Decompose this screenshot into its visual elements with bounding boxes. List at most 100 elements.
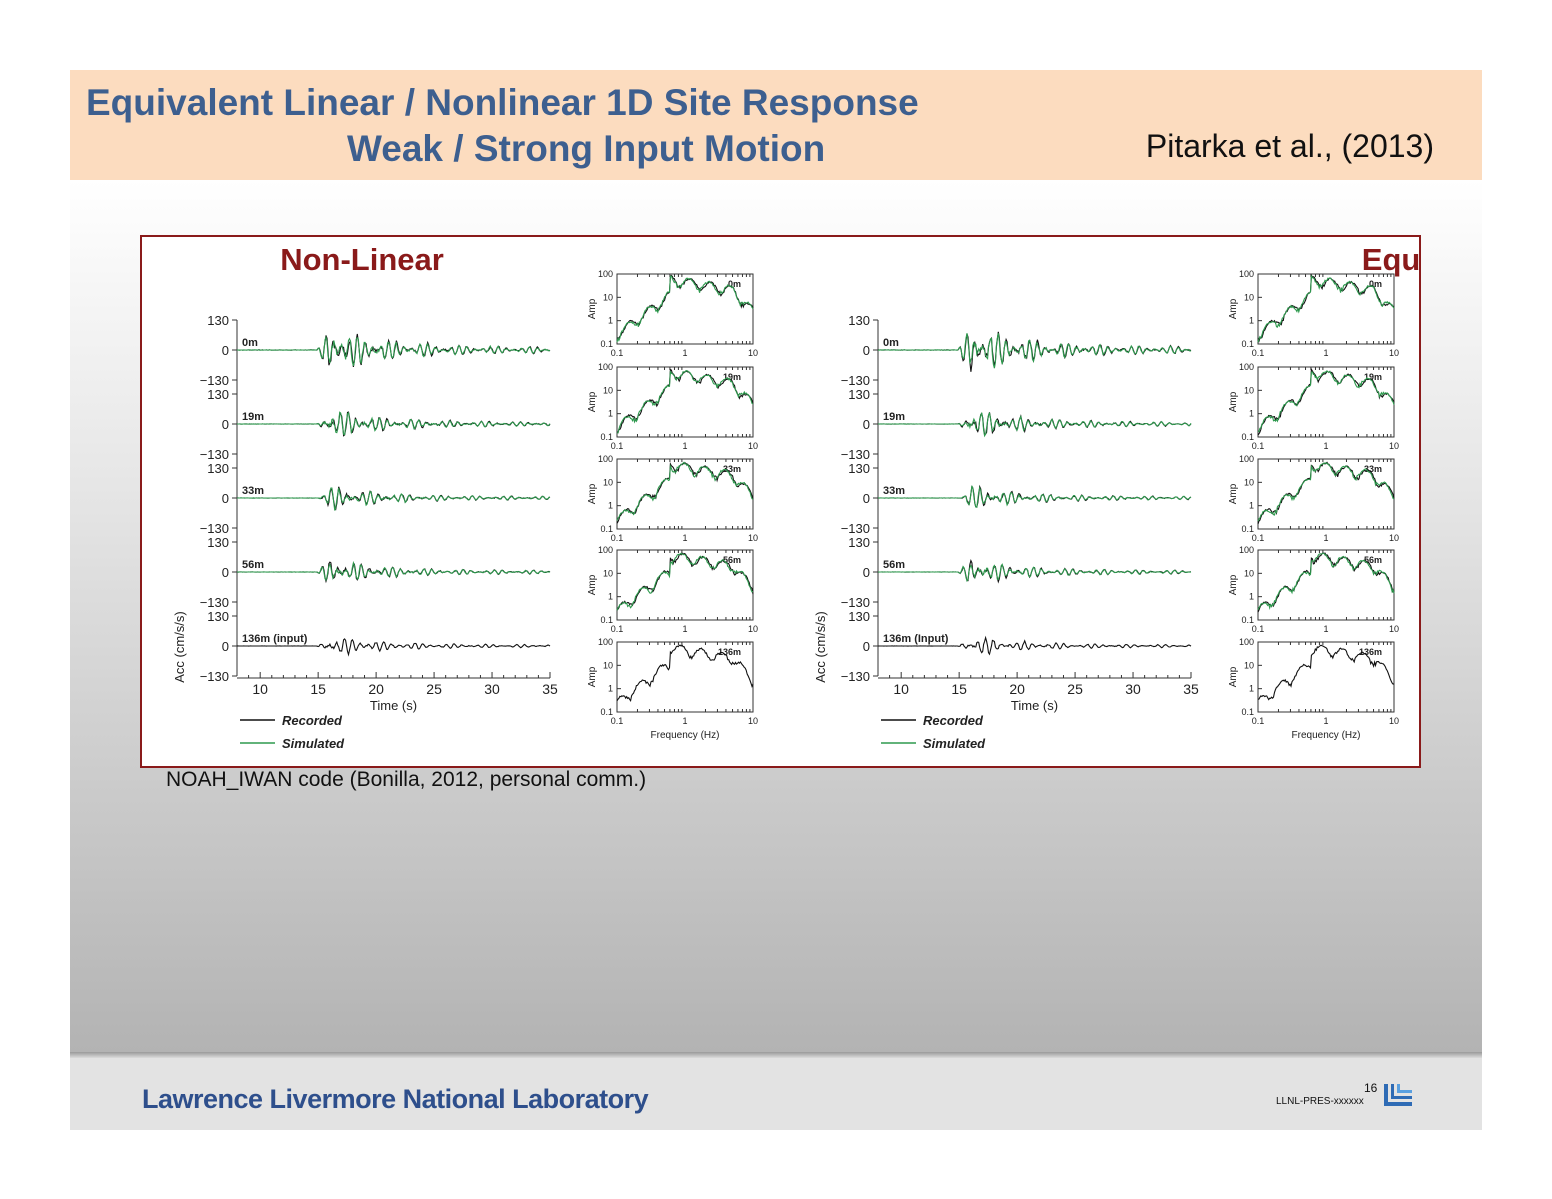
y-tick-label: −130 (841, 595, 870, 610)
spec-y-tick-label: 100 (598, 637, 613, 647)
y-tick-label: 130 (207, 387, 229, 402)
spec-x-tick-label: 0.1 (1252, 533, 1265, 543)
simulated-spectrum (616, 552, 754, 611)
y-tick-label: −130 (841, 447, 870, 462)
y-tick-label: 0 (222, 565, 229, 580)
spec-y-tick-label: 10 (1244, 292, 1254, 302)
figure-panel: Non-Linear 130 0 −130 0m 130 0 −130 19m 130 0 −130 3… (140, 235, 1421, 768)
x-tick-label: 35 (1183, 681, 1199, 697)
figure-panel-2: Equivalent Linear1300−1300m1300−13019m13… (813, 242, 1419, 751)
footer-divider (70, 1052, 1482, 1058)
y-tick-label: 130 (848, 387, 870, 402)
trace-label: 136m (Input) (883, 633, 949, 645)
figure-panel-1: Non-Linear1300−1300m1300−13019m1300−1303… (172, 242, 758, 751)
y-tick-label: −130 (200, 595, 229, 610)
y-tick-label: 130 (207, 461, 229, 476)
spec-y-axis-label: Amp (1228, 391, 1239, 412)
spec-y-axis-label: Amp (1228, 483, 1239, 504)
spec-x-tick-label: 0.1 (1252, 624, 1265, 634)
figure-caption: NOAH_IWAN code (Bonilla, 2012, personal … (166, 768, 647, 791)
spec-x-tick-label: 1 (1323, 624, 1328, 634)
trace-label: 19m (242, 411, 264, 423)
spec-y-axis-label: Amp (587, 298, 598, 319)
spec-x-tick-label: 0.1 (611, 441, 624, 451)
spec-y-tick-label: 100 (1239, 269, 1254, 279)
simulated-trace (236, 335, 551, 367)
y-tick-label: 130 (207, 535, 229, 550)
simulated-spectrum (616, 461, 754, 521)
spec-x-tick-label: 1 (682, 441, 687, 451)
spec-y-tick-label: 0.1 (1241, 432, 1254, 442)
y-tick-label: −130 (200, 447, 229, 462)
x-tick-label: 20 (368, 681, 384, 697)
slide-title-line2: Weak / Strong Input Motion (347, 128, 826, 169)
simulated-trace (237, 487, 551, 511)
spec-y-tick-label: 100 (598, 545, 613, 555)
y-tick-label: 0 (863, 491, 870, 506)
trace-label: 56m (883, 559, 905, 571)
spec-y-tick-label: 100 (1239, 637, 1254, 647)
simulated-spectrum (1257, 461, 1395, 522)
spectrum-frame (1257, 549, 1395, 621)
spec-x-tick-label: 10 (1389, 441, 1399, 451)
y-tick-label: −130 (841, 373, 870, 388)
spec-x-tick-label: 1 (682, 624, 687, 634)
simulated-spectrum (1257, 274, 1395, 343)
spec-y-tick-label: 10 (603, 660, 613, 670)
spectrum-label: 136m (718, 647, 741, 657)
x-tick-label: 25 (1067, 681, 1083, 697)
x-axis-label: Time (s) (1011, 698, 1058, 713)
spectrum-label: 136m (1359, 647, 1382, 657)
spec-y-axis-label: Amp (587, 666, 598, 687)
spec-x-tick-label: 10 (748, 624, 758, 634)
slide-title-line1: Equivalent Linear / Nonlinear 1D Site Re… (86, 82, 919, 123)
x-tick-label: 25 (426, 681, 442, 697)
trace-label: 56m (242, 559, 264, 571)
spec-y-tick-label: 10 (603, 292, 613, 302)
spec-y-tick-label: 100 (1239, 545, 1254, 555)
x-tick-label: 35 (542, 681, 558, 697)
spec-x-tick-label: 10 (748, 348, 758, 358)
y-tick-label: 130 (207, 609, 229, 624)
spectrum-frame (1257, 273, 1395, 345)
y-tick-label: −130 (200, 521, 229, 536)
simulated-trace (877, 333, 1192, 369)
spec-y-tick-label: 10 (603, 568, 613, 578)
panel-title: Equivalent Linear (1362, 242, 1419, 277)
y-tick-label: −130 (841, 521, 870, 536)
spec-x-tick-label: 1 (1323, 441, 1328, 451)
trace-label: 0m (242, 337, 258, 349)
y-tick-label: 0 (222, 491, 229, 506)
spec-y-tick-label: 0.1 (600, 707, 613, 717)
recorded-spectrum (1257, 644, 1395, 701)
spectrum-frame (616, 458, 754, 530)
spec-y-tick-label: 1 (1249, 684, 1254, 694)
spec-x-tick-label: 10 (1389, 624, 1399, 634)
spec-y-tick-label: 0.1 (1241, 615, 1254, 625)
y-tick-label: 0 (863, 565, 870, 580)
simulated-trace (877, 563, 1191, 583)
y-tick-label: 0 (222, 639, 229, 654)
llnl-logo (1384, 1084, 1412, 1106)
x-tick-label: 15 (951, 681, 967, 697)
spectrum-frame (1257, 458, 1395, 530)
y-tick-label: −130 (200, 373, 229, 388)
spec-x-tick-label: 10 (1389, 716, 1399, 726)
spec-x-tick-label: 1 (682, 716, 687, 726)
x-tick-label: 20 (1009, 681, 1025, 697)
spec-y-tick-label: 1 (608, 684, 613, 694)
report-number: LLNL-PRES-xxxxxx (1276, 1096, 1364, 1107)
spectrum-frame (616, 549, 754, 621)
figure-canvas: Non-Linear1300−1300m1300−13019m1300−1303… (172, 242, 1419, 751)
spec-y-tick-label: 1 (1249, 592, 1254, 602)
spec-x-tick-label: 0.1 (611, 624, 624, 634)
spec-x-tick-label: 10 (748, 441, 758, 451)
spec-x-tick-label: 0.1 (1252, 348, 1265, 358)
spec-y-axis-label: Amp (587, 483, 598, 504)
y-tick-label: 0 (222, 343, 229, 358)
spec-y-tick-label: 100 (1239, 454, 1254, 464)
title-bar: Equivalent Linear / Nonlinear 1D Site Re… (70, 70, 1482, 180)
spec-x-tick-label: 10 (1389, 533, 1399, 543)
simulated-trace (236, 560, 551, 582)
y-axis-label: Acc (cm/s/s) (172, 611, 187, 683)
